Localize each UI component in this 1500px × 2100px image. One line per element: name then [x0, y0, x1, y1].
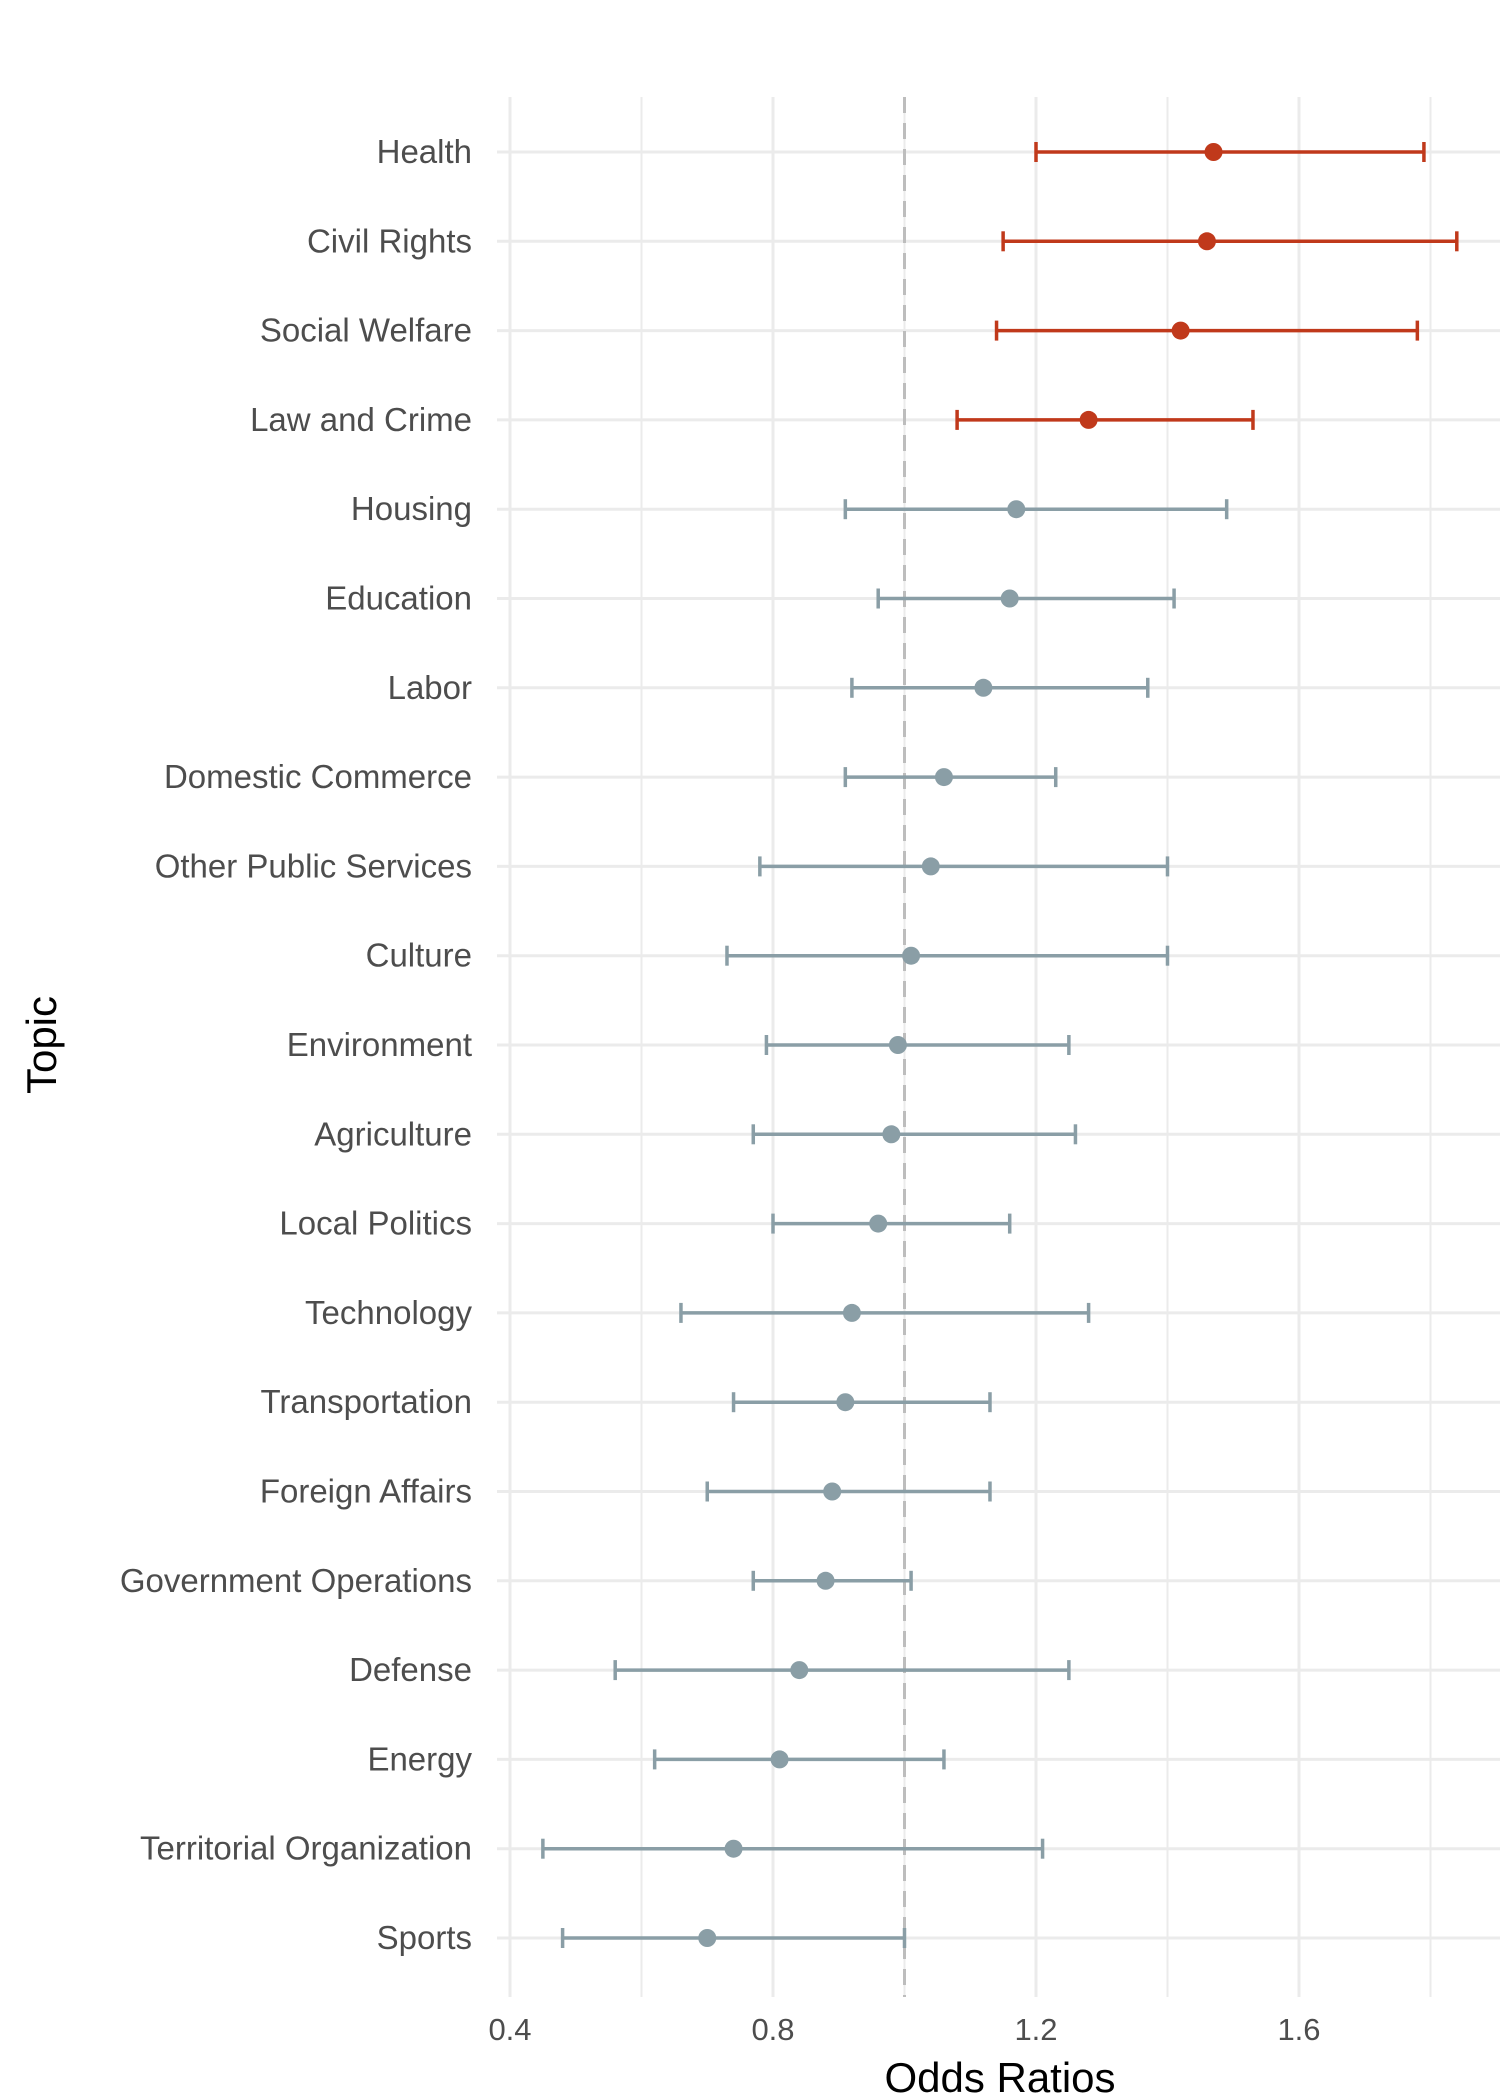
category-label: Territorial Organization	[140, 1830, 472, 1867]
point-estimate	[882, 1125, 901, 1144]
forest-row	[850, 677, 1150, 698]
category-label: Social Welfare	[260, 312, 472, 349]
forest-row	[560, 1928, 907, 1948]
category-label: Defense	[349, 1651, 472, 1688]
category-label: Civil Rights	[307, 222, 472, 259]
forest-row	[771, 1213, 1012, 1234]
point-estimate	[724, 1839, 743, 1858]
point-estimate	[921, 857, 940, 876]
forest-row	[751, 1570, 913, 1591]
point-estimate	[1197, 232, 1216, 251]
point-estimate	[902, 946, 921, 965]
category-label: Other Public Services	[155, 847, 472, 884]
category-label: Transportation	[260, 1383, 472, 1420]
point-estimate	[790, 1661, 809, 1680]
forest-row	[705, 1481, 992, 1502]
category-label: Environment	[287, 1026, 472, 1063]
category-label: Local Politics	[279, 1205, 472, 1242]
forest-row	[731, 1392, 992, 1413]
point-estimate	[974, 678, 993, 697]
x-tick-labels: 0.4 0.8 1.2 1.6	[488, 2012, 1320, 2047]
x-axis-title: Odds Ratios	[884, 2054, 1115, 2100]
point-estimate	[770, 1750, 789, 1769]
forest-row	[764, 1035, 1071, 1055]
point-estimate	[1079, 410, 1098, 429]
point-estimate	[1007, 500, 1026, 519]
point-estimate	[836, 1393, 855, 1412]
forest-row	[725, 945, 1170, 966]
point-estimate	[869, 1214, 888, 1233]
point-estimate	[934, 768, 953, 787]
point-estimate	[1171, 321, 1190, 340]
x-tick-label: 1.2	[1014, 2012, 1057, 2047]
category-label: Government Operations	[120, 1562, 472, 1599]
forest-row	[679, 1302, 1091, 1323]
point-estimate	[816, 1571, 835, 1590]
point-estimate	[1000, 589, 1019, 608]
forest-row	[652, 1749, 946, 1770]
category-label: Energy	[367, 1740, 472, 1777]
marks-layer	[541, 142, 1459, 1948]
category-label: Law and Crime	[250, 401, 472, 438]
forest-row	[1034, 142, 1426, 162]
category-label: Agriculture	[314, 1115, 472, 1152]
category-label: Culture	[366, 937, 472, 974]
forest-row	[1001, 231, 1459, 252]
forest-row	[758, 856, 1170, 877]
category-label: Sports	[377, 1919, 472, 1956]
x-tick-label: 1.6	[1277, 2012, 1320, 2047]
x-tick-label: 0.4	[488, 2012, 531, 2047]
forest-row	[876, 588, 1176, 609]
point-estimate	[823, 1482, 842, 1501]
point-estimate	[698, 1929, 717, 1947]
forest-row	[843, 499, 1229, 520]
forest-row	[994, 320, 1420, 341]
point-estimate	[1204, 143, 1223, 161]
category-labels: Health Civil Rights Social Welfare Law and …	[120, 133, 473, 1956]
category-label: Education	[325, 580, 472, 617]
category-label: Domestic Commerce	[164, 758, 472, 795]
forest-row	[541, 1838, 1045, 1859]
category-label: Foreign Affairs	[260, 1473, 472, 1510]
category-label: Labor	[388, 669, 472, 706]
grid-layer	[497, 97, 1500, 1997]
category-label: Housing	[351, 490, 472, 527]
category-label: Health	[377, 133, 472, 170]
point-estimate	[842, 1303, 861, 1322]
x-tick-label: 0.8	[751, 2012, 794, 2047]
forest-row	[751, 1124, 1078, 1145]
category-label: Technology	[305, 1294, 472, 1331]
forest-row	[955, 409, 1255, 430]
point-estimate	[888, 1036, 907, 1054]
forest-row	[843, 767, 1058, 788]
forest-row	[613, 1660, 1071, 1681]
y-axis-title: Topic	[18, 996, 65, 1094]
